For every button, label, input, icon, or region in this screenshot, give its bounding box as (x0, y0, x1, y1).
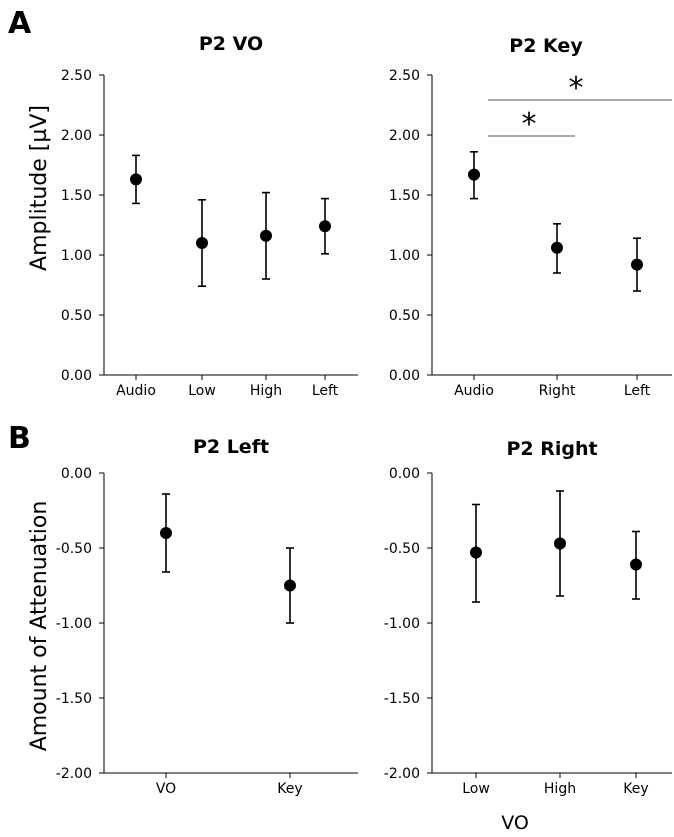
data-point (284, 579, 296, 592)
data-point (319, 220, 331, 233)
data-point (130, 173, 142, 186)
data-point (260, 229, 272, 242)
x-tick-label: Audio (116, 383, 156, 399)
y-tick-label: 2.00 (389, 128, 420, 144)
y-tick-label: 1.50 (61, 188, 92, 204)
data-point (160, 527, 172, 539)
x-axis-label: VO (501, 812, 529, 834)
x-tick-label: Low (188, 383, 216, 399)
y-tick-label: 2.50 (389, 68, 420, 84)
y-tick-label: -1.50 (56, 691, 92, 707)
y-tick-label: -0.50 (384, 541, 420, 557)
y-tick-label: -1.50 (384, 691, 420, 707)
y-tick-label: 0.00 (61, 466, 92, 482)
y-tick-label: 1.50 (389, 188, 420, 204)
y-tick-label: 0.00 (61, 368, 92, 384)
x-tick-label: Key (277, 781, 302, 797)
y-tick-label: -2.00 (384, 766, 420, 782)
panel-label-a: A (8, 6, 32, 41)
y-tick-label: 0.50 (61, 308, 92, 324)
y-tick-label: -1.00 (56, 616, 92, 632)
data-point (551, 241, 563, 254)
y-tick-label: 2.50 (61, 68, 92, 84)
chart-title: P2 Key (509, 35, 583, 57)
data-point (196, 237, 208, 249)
x-tick-label: Low (462, 781, 490, 797)
y-tick-label: 0.00 (389, 368, 420, 384)
chart-4: P2 Right VO -2.00 -1.50 -1.00 -0.50 0.00 Low Hig… (384, 438, 672, 834)
x-tick-label: Audio (454, 383, 494, 399)
y-axis-label: Amount of Attenuation (27, 501, 52, 752)
x-tick-label: Key (623, 781, 648, 797)
data-point (470, 546, 482, 559)
y-tick-label: 0.00 (389, 466, 420, 482)
significance-star: * (522, 107, 537, 142)
panel-label-b: B (8, 421, 31, 456)
chart-3: P2 Left Amount of Attenuation-2.00 -1.50 -1… (27, 436, 358, 797)
chart-title: P2 Right (506, 438, 597, 460)
data-point (554, 537, 566, 550)
y-axis-label: Amplitude [µV] (27, 105, 52, 271)
y-tick-label: 2.00 (61, 128, 92, 144)
x-tick-label: High (250, 383, 282, 399)
charts-container: P2 VO Amplitude [µV] 0.00 0.50 1.00 1.50 2.00 2… (27, 33, 672, 834)
y-tick-label: -1.00 (384, 616, 420, 632)
y-tick-label: 1.00 (61, 248, 92, 264)
data-point (630, 558, 642, 571)
chart-2: P2 Key 0.00 0.50 1.00 1.50 2.00 2.50 Audio Right… (389, 35, 672, 399)
x-tick-label: High (544, 781, 576, 797)
x-tick-label: Left (624, 383, 651, 399)
x-tick-label: Right (539, 383, 576, 399)
chart-title: P2 VO (199, 33, 263, 55)
y-tick-label: -0.50 (56, 541, 92, 557)
x-tick-label: Left (312, 383, 339, 399)
y-tick-label: 0.50 (389, 308, 420, 324)
data-point (468, 168, 480, 181)
chart-1: P2 VO Amplitude [µV] 0.00 0.50 1.00 1.50 2.00 2… (27, 33, 358, 399)
y-tick-label: -2.00 (56, 766, 92, 782)
data-point (631, 258, 643, 271)
x-tick-label: VO (156, 781, 176, 797)
y-tick-label: 1.00 (389, 248, 420, 264)
significance-star: * (569, 71, 584, 106)
chart-title: P2 Left (193, 436, 269, 458)
